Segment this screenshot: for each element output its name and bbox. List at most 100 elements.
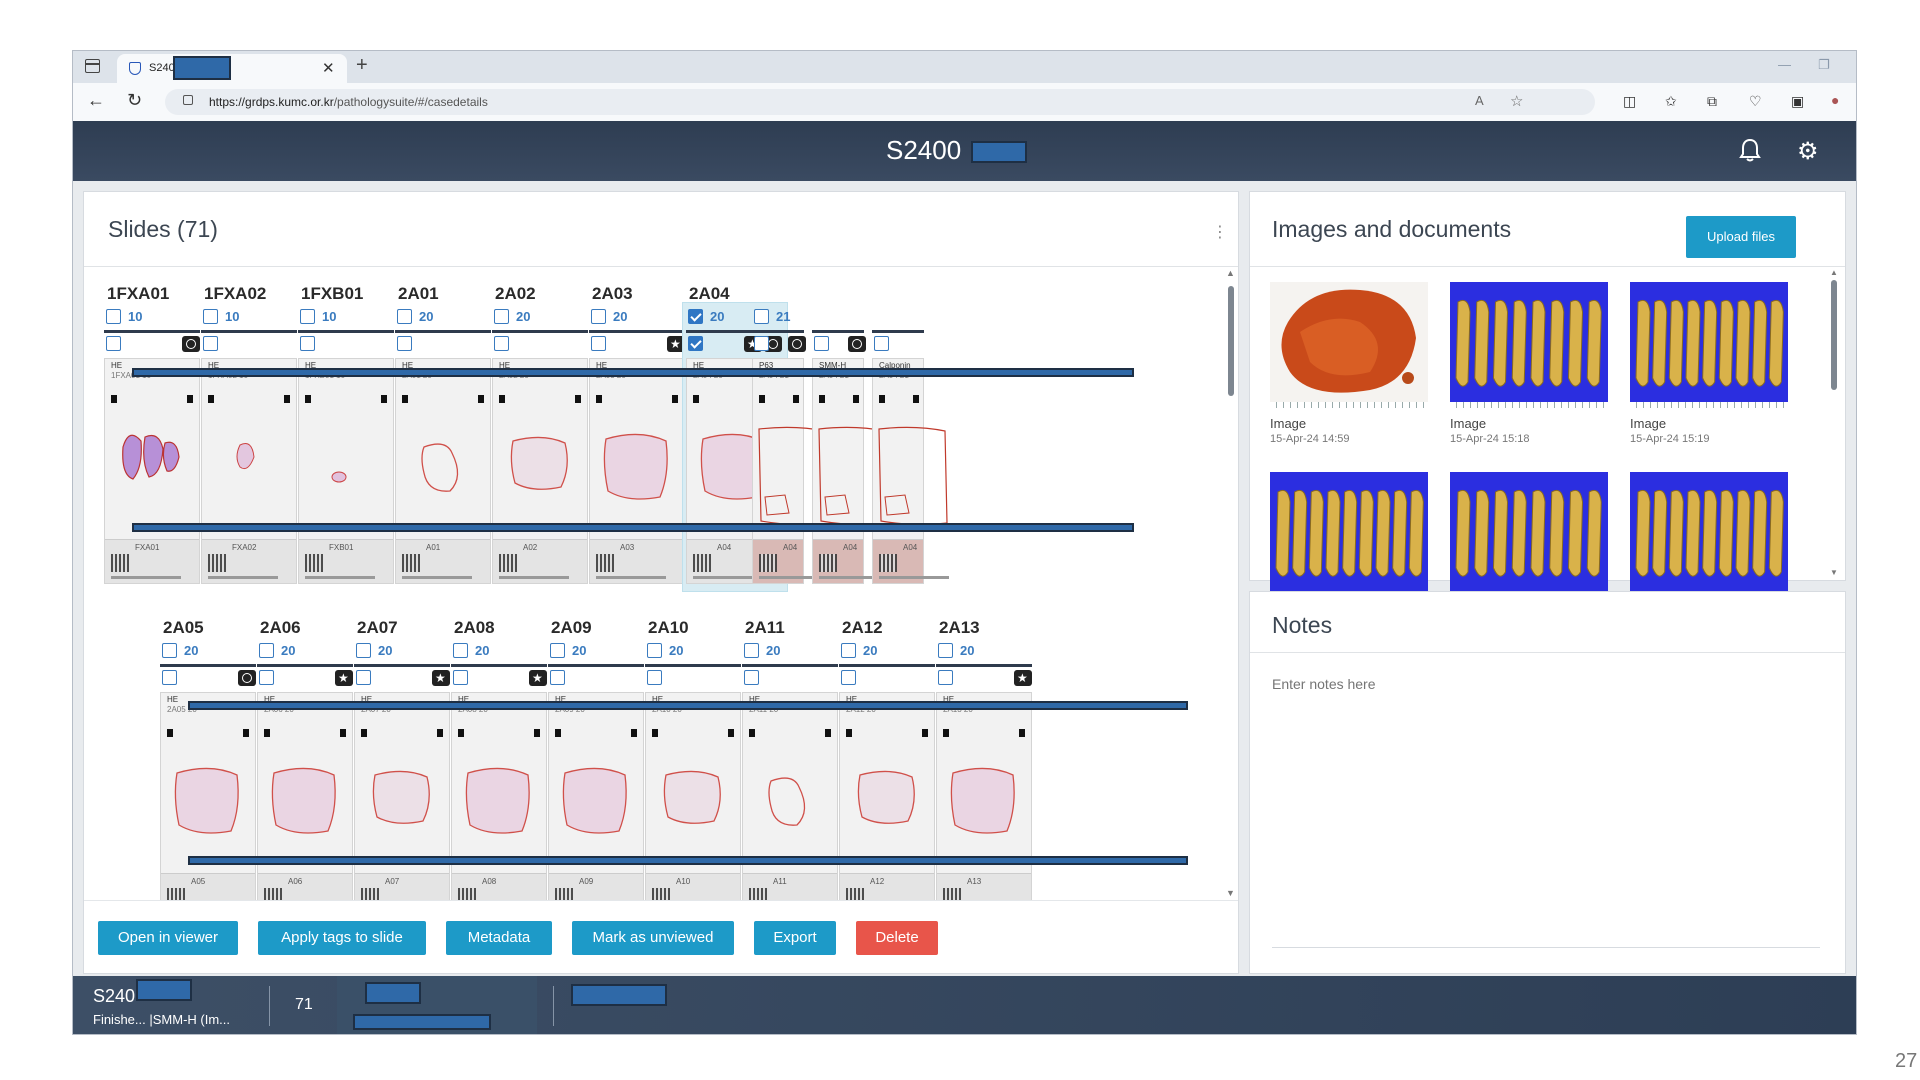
group-checkbox[interactable] [300, 309, 315, 325]
image-thumbnail[interactable]: Image16-Apr-24 14:01 [1450, 472, 1610, 635]
group-checkbox[interactable] [744, 643, 759, 659]
image-thumbnail[interactable]: Image16-Apr-24 14:04 [1630, 472, 1790, 635]
slide-checkbox[interactable] [688, 336, 703, 351]
slide-card[interactable]: 2A01 20 HE2A01 20A01 [395, 284, 491, 584]
slide-card[interactable]: Calponin2A04 21A04 [872, 284, 949, 584]
slide-card[interactable]: 2A11 20 HE2A11 20A11 [742, 618, 838, 900]
scroll-up-icon[interactable]: ▲ [1226, 268, 1235, 278]
tab-actions-icon[interactable] [85, 59, 100, 73]
slide-checkbox[interactable] [814, 336, 829, 351]
slide-card[interactable]: SMM-H2A04 21A04 [812, 284, 889, 584]
slide-thumbnail[interactable]: HE2A12 20A12 [839, 692, 935, 900]
slide-checkbox[interactable] [744, 670, 759, 685]
slide-thumbnail[interactable]: Calponin2A04 21A04 [872, 358, 949, 584]
slide-thumbnail[interactable]: SMM-H2A04 21A04 [812, 358, 889, 584]
slide-thumbnail[interactable]: HE2A03 20A03 [589, 358, 685, 584]
browser-tab[interactable]: S240 ✕ [117, 54, 347, 83]
minimize-icon[interactable]: — [1778, 57, 1791, 72]
slide-card[interactable]: 1FXA02 10 HE1FXA02 10FXA02 [201, 284, 297, 584]
restore-icon[interactable]: ❐ [1818, 57, 1830, 72]
metadata-button[interactable]: Metadata [446, 921, 552, 955]
slide-card[interactable]: 2A06 20 HE2A06 20A06 [257, 618, 353, 900]
group-checkbox[interactable] [754, 309, 769, 325]
slides-scrollbar[interactable]: ▲ ▼ [1224, 268, 1238, 900]
slide-checkbox[interactable] [841, 670, 856, 685]
slide-thumbnail[interactable]: HE2A10 20A10 [645, 692, 741, 900]
split-screen-icon[interactable]: ◫ [1623, 93, 1637, 109]
slide-card[interactable]: 1FXB01 10 HE1FXB01 10FXB01 [298, 284, 394, 584]
slide-card[interactable]: 2A05 20 HE 2A05 20 A05 [160, 618, 256, 900]
scroll-up-icon[interactable]: ▲ [1830, 268, 1838, 277]
slide-thumbnail[interactable]: P632A04 21A04 [752, 358, 829, 584]
slide-checkbox[interactable] [300, 336, 315, 351]
slide-checkbox[interactable] [356, 670, 371, 685]
group-checkbox[interactable] [591, 309, 606, 325]
delete-button[interactable]: Delete [856, 921, 938, 955]
read-aloud-icon[interactable]: A [1475, 93, 1484, 108]
export-button[interactable]: Export [754, 921, 836, 955]
open-in-viewer-button[interactable]: Open in viewer [98, 921, 238, 955]
group-checkbox[interactable] [203, 309, 218, 325]
slide-card[interactable]: 2A10 20 HE2A10 20A10 [645, 618, 741, 900]
slide-thumbnail[interactable]: HE2A07 20A07 [354, 692, 450, 900]
bell-icon[interactable] [1738, 137, 1762, 163]
slide-thumbnail[interactable]: HE1FXA02 10FXA02 [201, 358, 297, 584]
slide-thumbnail[interactable]: HE2A02 20A02 [492, 358, 588, 584]
slide-card[interactable]: 2A02 20 HE2A02 20A02 [492, 284, 588, 584]
slide-thumbnail[interactable]: HE2A11 20A11 [742, 692, 838, 900]
slide-checkbox[interactable] [106, 336, 121, 351]
group-checkbox[interactable] [688, 309, 703, 325]
favorite-star-icon[interactable]: ☆ [1510, 93, 1524, 110]
slide-checkbox[interactable] [162, 670, 177, 685]
slide-checkbox[interactable] [453, 670, 468, 685]
apply-tags-button[interactable]: Apply tags to slide [258, 921, 426, 955]
image-thumbnail[interactable]: Image 15-Apr-24 15:19 [1630, 282, 1790, 445]
slide-checkbox[interactable] [647, 670, 662, 685]
profile-avatar[interactable]: ● [1831, 92, 1840, 108]
group-checkbox[interactable] [397, 309, 412, 325]
group-checkbox[interactable] [453, 643, 468, 659]
slide-card[interactable]: 2A09 20 HE2A09 20A09 [548, 618, 644, 900]
image-thumbnail[interactable]: Image 15-Apr-24 14:59 [1270, 282, 1430, 445]
slide-thumbnail[interactable]: HE2A06 20A06 [257, 692, 353, 900]
slide-thumbnail[interactable]: HE2A13 20A13 [936, 692, 1032, 900]
back-icon[interactable]: ← [87, 90, 105, 110]
slide-thumbnail[interactable]: HE 2A05 20 A05 [160, 692, 256, 900]
slide-card[interactable]: 2A13 20 HE2A13 20A13 [936, 618, 1032, 900]
group-checkbox[interactable] [356, 643, 371, 659]
slide-card[interactable]: 2A12 20 HE2A12 20A12 [839, 618, 935, 900]
group-checkbox[interactable] [259, 643, 274, 659]
slide-checkbox[interactable] [550, 670, 565, 685]
group-checkbox[interactable] [938, 643, 953, 659]
slide-checkbox[interactable] [591, 336, 606, 351]
scroll-thumb[interactable] [1228, 286, 1234, 396]
group-checkbox[interactable] [647, 643, 662, 659]
slide-card[interactable]: 2A03 20 HE2A03 20A03 [589, 284, 685, 584]
group-checkbox[interactable] [106, 309, 121, 325]
image-thumbnail[interactable]: Image 15-Apr-24 15:18 [1450, 282, 1610, 445]
slide-checkbox[interactable] [203, 336, 218, 351]
slide-thumbnail[interactable]: HE2A09 20A09 [548, 692, 644, 900]
slide-thumbnail[interactable]: HE2A01 20A01 [395, 358, 491, 584]
collections-icon[interactable]: ⧉ [1707, 93, 1717, 109]
slide-checkbox[interactable] [938, 670, 953, 685]
group-checkbox[interactable] [550, 643, 565, 659]
slide-card[interactable]: 2A07 20 HE2A07 20A07 [354, 618, 450, 900]
panel-menu-icon[interactable]: ⋮ [1212, 224, 1228, 241]
slide-checkbox[interactable] [874, 336, 889, 351]
slide-thumbnail[interactable]: HE1FXB01 10FXB01 [298, 358, 394, 584]
scroll-down-icon[interactable]: ▼ [1226, 888, 1235, 898]
group-checkbox[interactable] [841, 643, 856, 659]
slide-thumbnail[interactable]: HE2A08 20A08 [451, 692, 547, 900]
slide-card[interactable]: 2A08 20 HE2A08 20A08 [451, 618, 547, 900]
upload-files-button[interactable]: Upload files [1686, 216, 1796, 258]
slide-checkbox[interactable] [494, 336, 509, 351]
slide-checkbox[interactable] [397, 336, 412, 351]
scroll-down-icon[interactable]: ▼ [1830, 568, 1838, 577]
slide-checkbox[interactable] [259, 670, 274, 685]
gear-icon[interactable]: ⚙ [1797, 138, 1819, 165]
slide-card[interactable]: 21 P632A04 21A04 [752, 284, 829, 584]
heart-icon[interactable]: ♡ [1749, 93, 1762, 109]
